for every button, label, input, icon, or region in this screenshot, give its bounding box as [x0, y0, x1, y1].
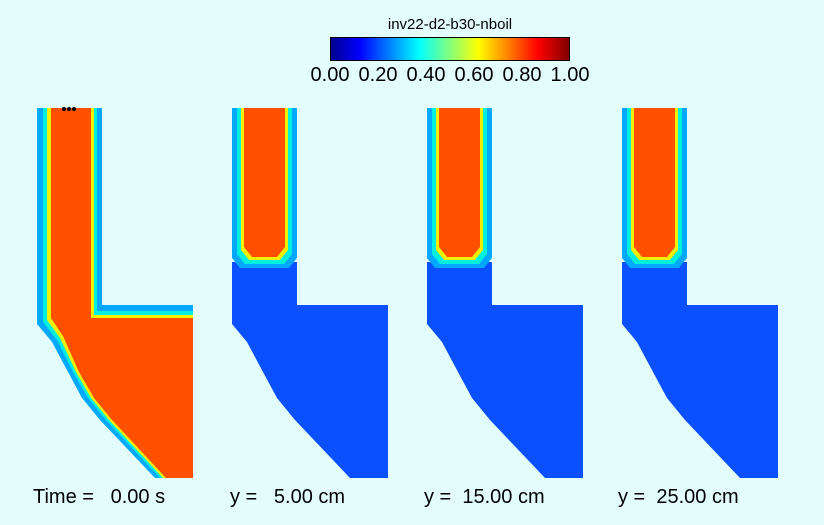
colorbar-tick-label: 0.00 [310, 64, 350, 86]
colorbar-tick-label: 0.40 [406, 64, 446, 86]
column-hot-region [244, 108, 285, 257]
column-hot-region [439, 108, 480, 257]
colorbar-tick-label: 0.60 [454, 64, 494, 86]
panel-caption-y25: y = 25.00 cm [618, 486, 739, 508]
vessel-hot-region [51, 108, 193, 478]
panel-caption-y5: y = 5.00 cm [230, 486, 346, 508]
colorbar-tick-label: 0.80 [502, 64, 542, 86]
panel-3 [622, 108, 778, 478]
colorbar [330, 37, 570, 61]
probe-marker [67, 107, 71, 111]
probe-marker [62, 107, 66, 111]
panel-caption-time: Time = 0.00 s [33, 486, 166, 508]
panel-0 [37, 107, 193, 478]
vessel-cold-region [427, 262, 583, 478]
column-hot-region [634, 108, 675, 257]
panel-caption-y15: y = 15.00 cm [424, 486, 545, 508]
colorbar-tick-label: 1.00 [550, 64, 590, 86]
vessel-cold-region [232, 262, 388, 478]
colorbar-tick-label: 0.20 [358, 64, 398, 86]
probe-marker [72, 107, 76, 111]
panel-1 [232, 108, 388, 478]
panel-2 [427, 108, 583, 478]
vessel-cold-region [622, 262, 778, 478]
figure-title: inv22-d2-b30-nboil [387, 16, 513, 33]
